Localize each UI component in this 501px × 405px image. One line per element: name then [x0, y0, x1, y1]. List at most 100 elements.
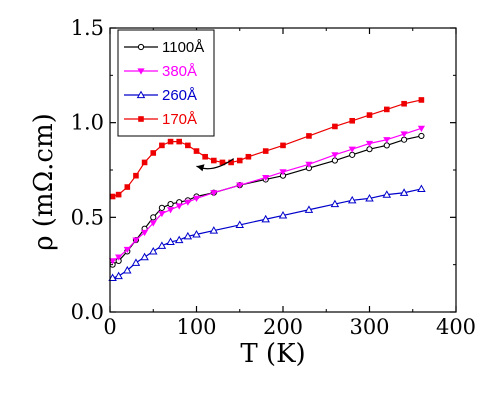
data-point [366, 112, 373, 118]
data-point [109, 193, 116, 200]
series-line [112, 135, 422, 266]
y-tick-label: 0.0 [71, 300, 104, 324]
data-point [148, 246, 158, 255]
legend: 1100Å 380Å 260Å 170Å [117, 29, 215, 137]
data-point [141, 159, 148, 166]
legend-marker [137, 43, 145, 51]
data-point [149, 220, 157, 227]
data-point [348, 146, 356, 153]
data-point [184, 199, 192, 206]
data-point [124, 184, 131, 190]
data-point [365, 140, 374, 148]
data-point [304, 205, 314, 213]
data-point [115, 191, 122, 198]
data-point [123, 265, 132, 274]
data-point [384, 106, 390, 113]
x-tick-label: 400 [436, 315, 476, 339]
data-point [331, 157, 338, 164]
data-point [401, 136, 408, 143]
data-point [108, 258, 117, 265]
data-point [383, 142, 390, 149]
data-point [174, 235, 184, 244]
data-point [159, 142, 165, 149]
series-170Å [109, 97, 425, 200]
data-point [114, 271, 123, 280]
y-axis-label: ρ (mΩ.cm) [29, 113, 59, 251]
data-point [202, 153, 208, 160]
data-point [401, 100, 407, 107]
data-point [305, 161, 313, 168]
data-point [185, 142, 191, 149]
series-line [112, 127, 422, 262]
legend-item: 1100Å [124, 39, 204, 56]
data-point [158, 204, 165, 211]
data-point [166, 237, 175, 246]
data-point [192, 229, 201, 238]
data-point [366, 146, 373, 153]
legend-item: 170Å [124, 111, 197, 128]
data-point [140, 252, 149, 261]
legend-item: 260Å [124, 87, 197, 104]
series-260Å [108, 184, 426, 282]
data-point [383, 137, 391, 144]
data-point [150, 150, 157, 156]
data-point [123, 246, 131, 254]
data-point [236, 157, 243, 164]
y-tick-label: 1.5 [71, 16, 104, 40]
data-point [236, 182, 244, 189]
data-point [192, 195, 201, 202]
data-point [166, 207, 175, 214]
data-point [418, 132, 425, 140]
legend-item: 380Å [124, 63, 197, 80]
arrowhead-left [196, 164, 205, 172]
data-point [141, 229, 149, 237]
data-point [262, 148, 269, 154]
x-tick-label: 200 [263, 315, 303, 339]
data-point [349, 151, 356, 158]
x-tick-label: 100 [176, 315, 216, 339]
data-point [400, 131, 408, 138]
data-point [235, 220, 245, 229]
data-point [167, 138, 174, 145]
legend-label: 260Å [162, 87, 197, 104]
y-tick-label: 1.0 [71, 111, 104, 135]
data-point [262, 174, 270, 182]
data-point [157, 241, 167, 249]
data-point [278, 211, 288, 219]
data-point [399, 188, 409, 196]
plot-area [108, 97, 426, 282]
series-line [112, 188, 422, 279]
data-point [193, 148, 200, 154]
data-point [132, 237, 140, 244]
data-point [331, 152, 339, 159]
data-point [228, 159, 234, 166]
series-380Å [108, 125, 425, 265]
data-point [417, 184, 426, 193]
legend-box [117, 29, 215, 137]
data-point [418, 97, 425, 103]
legend-marker [138, 116, 144, 122]
data-point [131, 258, 141, 266]
legend-label: 380Å [162, 63, 197, 80]
data-point [279, 169, 287, 176]
data-point [417, 125, 425, 132]
x-tick-label: 0 [103, 315, 116, 339]
data-point [133, 172, 139, 179]
axes: 0 100 200 300 400 0.0 0.5 1.0 1.5 [71, 16, 476, 339]
data-point [108, 273, 117, 282]
data-point [158, 210, 166, 218]
data-point [261, 214, 270, 223]
data-point [175, 203, 183, 210]
data-point [330, 199, 340, 208]
data-point [211, 157, 217, 164]
data-point [176, 138, 182, 145]
data-point [150, 214, 157, 221]
data-point [347, 195, 357, 204]
legend-marker [136, 90, 146, 99]
data-point [183, 231, 193, 240]
x-tick-label: 300 [349, 315, 389, 339]
data-point [306, 133, 312, 139]
y-tick-label: 0.5 [71, 205, 104, 229]
data-point [209, 226, 219, 234]
